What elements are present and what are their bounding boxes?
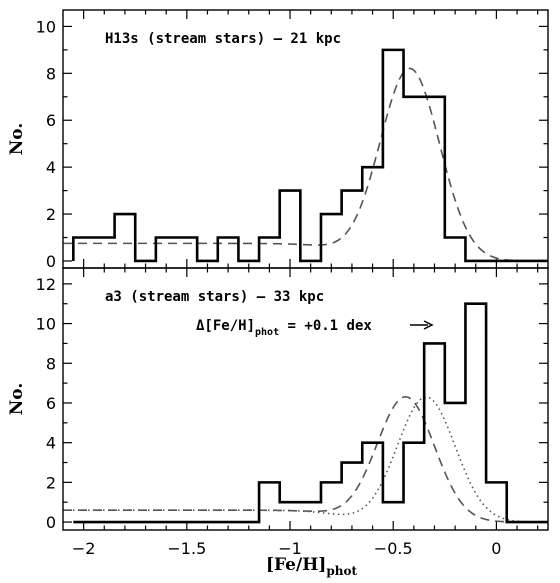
x-axis-title-subscript: phot: [326, 564, 357, 578]
bottom-histogram: [73, 302, 548, 524]
top-ticks: [63, 10, 548, 268]
x-tick-label: −0.5: [374, 539, 413, 558]
y-tick-label: 6: [46, 111, 56, 130]
top-fit-dashed-curve: [63, 67, 548, 262]
annotation-rest: = +0.1 dex: [279, 318, 372, 334]
arrow-head: [423, 320, 434, 330]
y-tick-label: 4: [46, 434, 56, 453]
bottom-ticks: [63, 268, 548, 530]
annotation-subscript: phot: [255, 327, 279, 338]
top-y-axis-title: No.: [7, 123, 27, 156]
x-tick-label: −2: [72, 539, 96, 558]
bottom-plot-frame: [62, 267, 549, 531]
annotation-main: Δ[Fe/H]: [196, 318, 255, 334]
bottom-panel-label: a3 (stream stars) – 33 kpc: [105, 289, 324, 305]
y-tick-label: 10: [36, 17, 56, 36]
bottom-fit-dotted-curve: [63, 396, 548, 523]
x-axis-title: [Fe/H]phot: [266, 555, 357, 578]
y-tick-label: 8: [46, 64, 56, 83]
y-tick-label: 0: [46, 252, 56, 271]
x-tick-labels: −2 −1.5 −1 −0.5 0: [72, 539, 502, 558]
bottom-panel: 0 2 4 6 8 10 12 a3 (stream stars) – 33 kpc Δ[F…: [7, 267, 549, 558]
x-tick-label: −1: [278, 539, 302, 558]
y-tick-label: 2: [46, 205, 56, 224]
x-tick-label: −1.5: [167, 539, 206, 558]
y-tick-label: 8: [46, 354, 56, 373]
y-tick-label: 0: [46, 513, 56, 532]
y-tick-label: 10: [36, 315, 56, 334]
top-y-tick-labels: 0 2 4 6 8 10: [36, 17, 56, 271]
x-tick-label: 0: [491, 539, 501, 558]
annotation-arrow: [410, 320, 434, 330]
top-panel: 0 2 4 6 8 10 H13s (stream stars) – 21 kpc No.: [7, 9, 549, 271]
bottom-y-tick-labels: 0 2 4 6 8 10 12: [36, 275, 56, 532]
top-panel-label: H13s (stream stars) – 21 kpc: [105, 31, 341, 47]
shift-annotation: Δ[Fe/H]phot = +0.1 dex: [196, 318, 372, 338]
x-axis-title-main: [Fe/H]: [266, 555, 326, 575]
y-tick-label: 2: [46, 473, 56, 492]
y-tick-label: 4: [46, 158, 56, 177]
y-tick-label: 6: [46, 394, 56, 413]
y-tick-label: 12: [36, 275, 56, 294]
top-histogram: [72, 48, 548, 263]
bottom-y-axis-title: No.: [7, 383, 27, 416]
